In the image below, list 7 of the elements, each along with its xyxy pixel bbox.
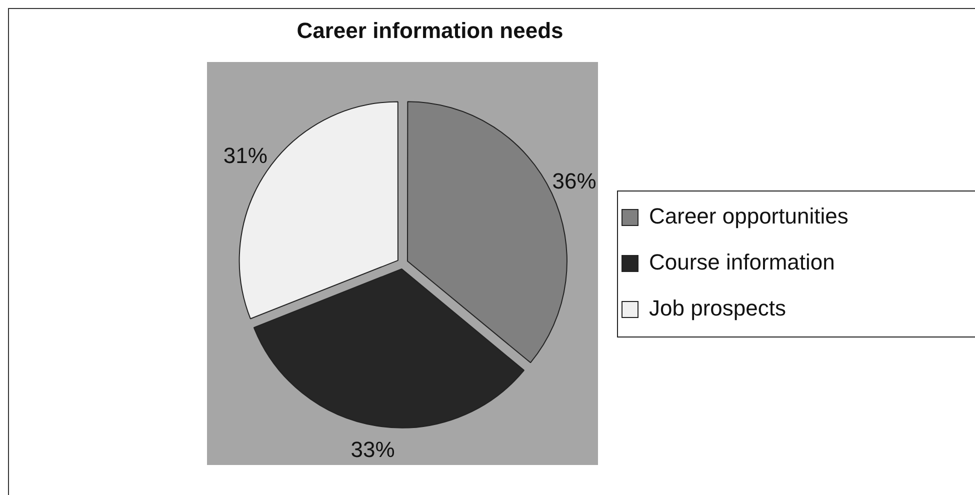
chart-title: Career information needs: [296, 18, 564, 44]
legend-label: Job prospects: [649, 296, 786, 321]
data-label: 33%: [350, 437, 395, 462]
data-label: 31%: [223, 142, 268, 168]
legend-label: Course information: [649, 250, 835, 275]
data-label: 36%: [552, 168, 596, 194]
legend-label: Career opportunities: [649, 204, 848, 229]
